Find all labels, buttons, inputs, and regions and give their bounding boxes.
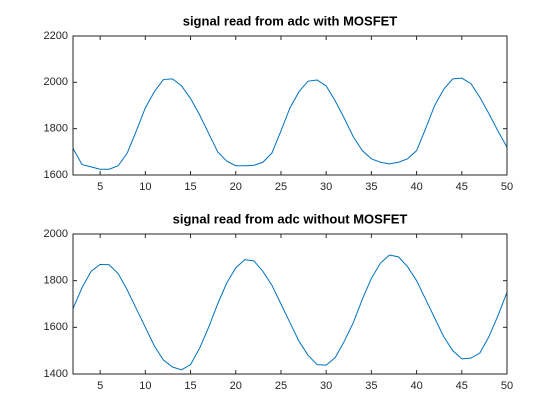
axes-background bbox=[73, 36, 507, 175]
x-tick-label: 5 bbox=[97, 380, 103, 392]
y-tick-label: 1600 bbox=[44, 169, 68, 181]
y-tick-label: 2200 bbox=[44, 30, 68, 42]
y-tick-label: 1600 bbox=[44, 321, 68, 333]
x-tick-label: 35 bbox=[365, 380, 377, 392]
y-tick-label: 1400 bbox=[44, 368, 68, 380]
signal-line bbox=[72, 254, 508, 371]
x-tick-label: 50 bbox=[501, 181, 513, 193]
axes-box bbox=[72, 35, 508, 176]
x-tick-label: 35 bbox=[365, 181, 377, 193]
x-tick-label: 20 bbox=[230, 380, 242, 392]
y-tick-label: 2000 bbox=[44, 76, 68, 88]
x-tick-label: 50 bbox=[501, 380, 513, 392]
x-tick-label: 15 bbox=[184, 181, 196, 193]
x-tick-label: 45 bbox=[456, 181, 468, 193]
x-tick-label: 10 bbox=[139, 380, 151, 392]
x-tick-label: 30 bbox=[320, 181, 332, 193]
x-tick-label: 25 bbox=[275, 181, 287, 193]
y-tick-label: 1800 bbox=[44, 275, 68, 287]
x-tick-label: 25 bbox=[275, 380, 287, 392]
y-tick-label: 2000 bbox=[44, 228, 68, 240]
x-tick-label: 40 bbox=[410, 380, 422, 392]
x-tick-label: 30 bbox=[320, 380, 332, 392]
x-tick-label: 15 bbox=[184, 380, 196, 392]
chart-title: signal read from adc with MOSFET bbox=[183, 13, 398, 28]
axes-background bbox=[73, 234, 507, 374]
x-tick-label: 40 bbox=[410, 181, 422, 193]
x-tick-label: 10 bbox=[139, 181, 151, 193]
chart-title: signal read from adc without MOSFET bbox=[173, 211, 408, 226]
signal-line bbox=[72, 77, 508, 170]
y-tick-label: 1800 bbox=[44, 123, 68, 135]
axes-box bbox=[72, 233, 508, 375]
x-tick-label: 20 bbox=[230, 181, 242, 193]
x-tick-label: 45 bbox=[456, 380, 468, 392]
x-tick-label: 5 bbox=[97, 181, 103, 193]
